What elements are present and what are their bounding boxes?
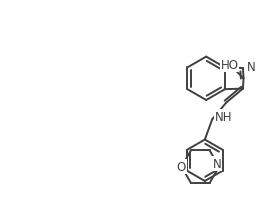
Text: NH: NH [215,110,233,123]
Text: N: N [247,60,256,73]
Text: O: O [177,160,186,173]
Text: N: N [213,157,222,170]
Text: HO: HO [221,59,239,71]
